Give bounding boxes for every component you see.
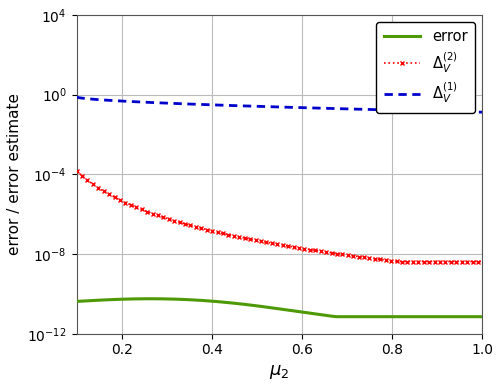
$\Delta_V^{(2)}$	[74, 168, 80, 173]
error	[315, 312, 321, 317]
error	[75, 299, 81, 304]
Line: $\Delta_V^{(2)}$: $\Delta_V^{(2)}$	[74, 169, 484, 263]
$\Delta_V^{(2)}$	[315, 248, 321, 253]
Line: $\Delta_V^{(1)}$: $\Delta_V^{(1)}$	[76, 97, 482, 112]
error	[74, 299, 80, 304]
Line: error: error	[76, 299, 482, 317]
$\Delta_V^{(2)}$	[479, 259, 485, 264]
$\Delta_V^{(1)}$	[322, 106, 328, 111]
error	[444, 314, 450, 319]
$\Delta_V^{(2)}$	[322, 249, 328, 254]
$\Delta_V^{(1)}$	[75, 95, 81, 100]
Legend: error, $\Delta_V^{(2)}$, $\Delta_V^{(1)}$: error, $\Delta_V^{(2)}$, $\Delta_V^{(1)}…	[376, 22, 475, 113]
$\Delta_V^{(2)}$	[396, 259, 402, 264]
$\Delta_V^{(2)}$	[75, 170, 81, 174]
$\Delta_V^{(2)}$	[314, 248, 320, 253]
$\Delta_V^{(1)}$	[314, 106, 320, 111]
X-axis label: $\mu_2$: $\mu_2$	[269, 363, 289, 381]
error	[334, 314, 340, 319]
Y-axis label: error / error estimate: error / error estimate	[7, 93, 22, 255]
$\Delta_V^{(1)}$	[315, 106, 321, 111]
$\Delta_V^{(1)}$	[479, 110, 485, 114]
$\Delta_V^{(1)}$	[441, 109, 447, 114]
error	[323, 313, 329, 318]
$\Delta_V^{(1)}$	[416, 108, 422, 113]
$\Delta_V^{(2)}$	[416, 259, 422, 264]
error	[147, 296, 153, 301]
$\Delta_V^{(1)}$	[74, 95, 80, 99]
error	[479, 314, 485, 319]
error	[418, 314, 424, 319]
error	[316, 312, 322, 317]
$\Delta_V^{(2)}$	[442, 259, 448, 264]
